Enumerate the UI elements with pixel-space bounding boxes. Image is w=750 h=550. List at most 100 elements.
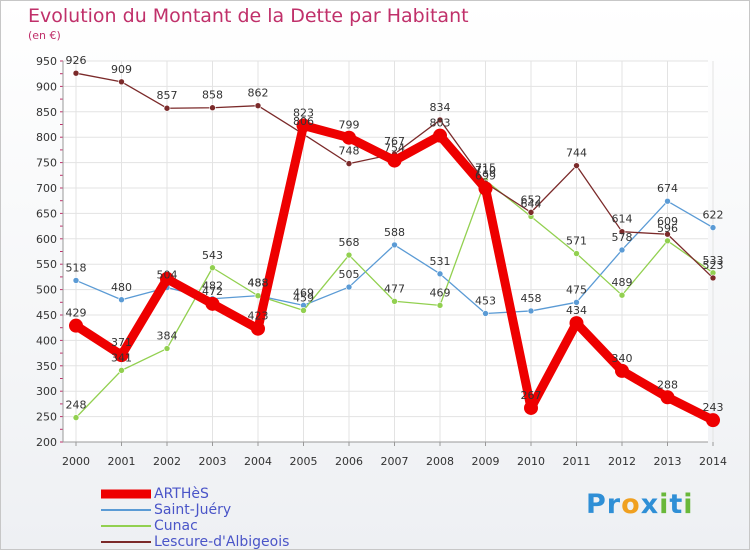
- data-point: [114, 348, 129, 363]
- data-point: [709, 224, 717, 231]
- data-label: 371: [111, 336, 132, 349]
- y-tick-label: 200: [36, 436, 57, 449]
- x-tick-label: 2007: [381, 455, 409, 468]
- x-tick-label: 2000: [62, 455, 90, 468]
- data-point: [618, 228, 626, 235]
- y-tick-label: 250: [36, 411, 57, 424]
- data-point: [433, 128, 447, 143]
- data-label: 480: [111, 281, 132, 294]
- data-point: [615, 363, 629, 378]
- data-label: 699: [475, 170, 496, 183]
- data-label: 423: [248, 310, 269, 323]
- data-point: [527, 307, 535, 315]
- proxiti-logo: Proxiti: [586, 489, 694, 520]
- data-label: 458: [521, 292, 542, 305]
- data-point: [205, 296, 220, 311]
- x-tick-label: 2008: [426, 455, 454, 468]
- data-point: [573, 298, 580, 306]
- data-label: 744: [566, 147, 587, 160]
- y-tick-label: 400: [36, 334, 57, 347]
- logo-letter: i: [683, 489, 694, 520]
- data-label: 488: [248, 277, 269, 290]
- data-point: [163, 345, 171, 352]
- data-label: 384: [157, 330, 178, 343]
- x-tick-label: 2010: [517, 455, 545, 468]
- data-label: 531: [430, 255, 451, 268]
- y-tick-label: 350: [36, 360, 57, 373]
- x-tick-label: 2013: [654, 455, 682, 468]
- data-label: 340: [612, 352, 633, 365]
- data-label: 571: [566, 235, 587, 248]
- data-point: [254, 292, 262, 299]
- data-label: 652: [521, 193, 542, 206]
- data-label: 609: [657, 215, 678, 228]
- legend-label-saint-juery: Saint-Juéry: [154, 502, 232, 518]
- plot-area: [63, 61, 708, 442]
- legend-item-saint-juery: Saint-Juéry: [101, 502, 289, 518]
- data-label: 568: [339, 236, 360, 249]
- data-label: 267: [521, 389, 542, 402]
- data-label: 858: [202, 89, 223, 102]
- data-point: [345, 283, 353, 291]
- data-label: 806: [293, 115, 314, 128]
- data-label: 578: [612, 231, 633, 244]
- legend-swatch-saint-juery: [101, 509, 151, 511]
- data-label: 862: [248, 87, 269, 100]
- data-point: [69, 318, 83, 333]
- data-point: [72, 414, 80, 421]
- x-tick-label: 2006: [335, 455, 363, 468]
- data-label: 543: [202, 249, 223, 262]
- data-point: [618, 246, 626, 254]
- data-label: 489: [612, 276, 633, 289]
- y-tick-label: 550: [36, 258, 57, 271]
- legend-item-arthes: ARTHèS: [101, 486, 289, 502]
- logo-letter: t: [669, 489, 684, 520]
- x-tick-label: 2002: [153, 455, 181, 468]
- data-point: [436, 302, 444, 309]
- x-tick-label: 2001: [108, 455, 136, 468]
- data-label: 596: [657, 222, 678, 235]
- data-label: 622: [703, 209, 724, 222]
- legend-swatch-cunac: [101, 525, 151, 527]
- data-point: [664, 230, 671, 238]
- data-label: 748: [339, 145, 360, 158]
- chart-subtitle: (en €): [28, 29, 61, 42]
- data-label: 504: [157, 269, 178, 282]
- data-label: 588: [384, 226, 405, 239]
- data-label: 477: [384, 282, 405, 295]
- data-label: 459: [293, 291, 314, 304]
- data-label: 248: [66, 399, 87, 412]
- data-point: [300, 307, 307, 314]
- logo-letter: o: [621, 489, 641, 520]
- y-tick-label: 950: [36, 55, 57, 68]
- logo-letter: i: [659, 489, 670, 520]
- data-point: [527, 209, 535, 216]
- data-label: 341: [111, 351, 132, 364]
- data-point: [618, 291, 626, 299]
- data-point: [387, 153, 402, 168]
- data-point: [118, 296, 125, 304]
- data-point: [296, 118, 311, 133]
- y-tick-label: 800: [36, 131, 57, 144]
- data-label: 472: [202, 285, 223, 298]
- y-tick-label: 700: [36, 182, 57, 195]
- data-label: 533: [703, 254, 724, 267]
- x-tick-label: 2004: [244, 455, 272, 468]
- data-label: 767: [384, 135, 405, 148]
- data-point: [209, 264, 216, 272]
- data-label: 799: [339, 119, 360, 132]
- data-point: [436, 270, 444, 278]
- logo-letter: P: [586, 489, 607, 520]
- data-point: [482, 310, 489, 317]
- logo-letter: r: [606, 489, 622, 520]
- data-label: 644: [521, 197, 542, 210]
- x-tick-label: 2003: [199, 455, 227, 468]
- data-point: [436, 116, 444, 124]
- y-tick-label: 500: [36, 284, 57, 297]
- data-label: 434: [566, 304, 587, 317]
- data-label: 614: [612, 213, 633, 226]
- data-label: 926: [66, 54, 87, 67]
- y-tick-label: 900: [36, 80, 57, 93]
- data-point: [345, 251, 353, 259]
